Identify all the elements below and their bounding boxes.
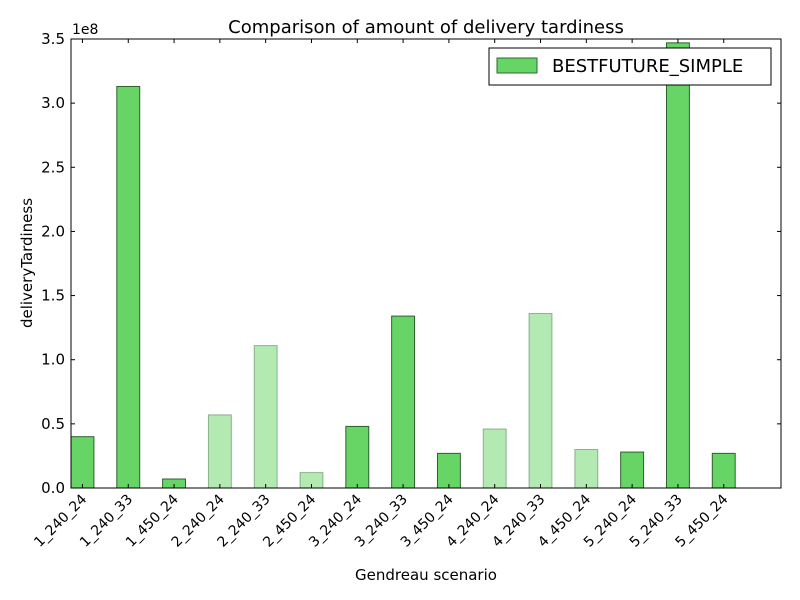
chart-title: Comparison of amount of delivery tardine… [228, 17, 624, 38]
y-tick-label: 3.0 [41, 94, 65, 112]
bar-4_240_24 [482, 428, 507, 489]
bar-1_240_24 [70, 436, 95, 489]
bar-4_450_24 [574, 449, 599, 489]
bar-5_240_33 [665, 42, 690, 489]
bar-3_240_33 [391, 315, 416, 489]
bar-5_450_24 [711, 452, 736, 489]
y-axis-label: deliveryTardiness [18, 198, 36, 328]
bar-2_240_24 [207, 414, 232, 489]
y-tick-label: 1.0 [41, 351, 65, 369]
bar-2_240_33 [253, 345, 278, 489]
bar-5_240_24 [620, 451, 645, 489]
bar-3_240_24 [345, 425, 370, 489]
y-tick-label: 0.5 [41, 415, 65, 433]
y-multiplier-label: 1e8 [72, 22, 98, 38]
y-tick-label: 2.5 [41, 158, 65, 176]
x-axis-label: Gendreau scenario [355, 566, 497, 584]
plot-frame [70, 38, 782, 489]
legend-swatch [496, 57, 538, 74]
bar-3_450_24 [436, 452, 461, 489]
legend-label: BESTFUTURE_SIMPLE [552, 56, 743, 77]
bar-1_240_33 [116, 85, 141, 489]
y-tick-label: 2.0 [41, 222, 65, 240]
y-tick-label: 3.5 [41, 30, 65, 48]
bars-group [70, 42, 736, 489]
y-tick-label: 1.5 [41, 287, 65, 305]
bar-4_240_33 [528, 313, 553, 489]
y-ticks-group: 0.0 0.5 1.0 1.5 2.0 2.5 3.0 3.5 [41, 30, 781, 497]
legend: BESTFUTURE_SIMPLE [488, 47, 772, 86]
y-tick-label: 0.0 [41, 479, 65, 497]
